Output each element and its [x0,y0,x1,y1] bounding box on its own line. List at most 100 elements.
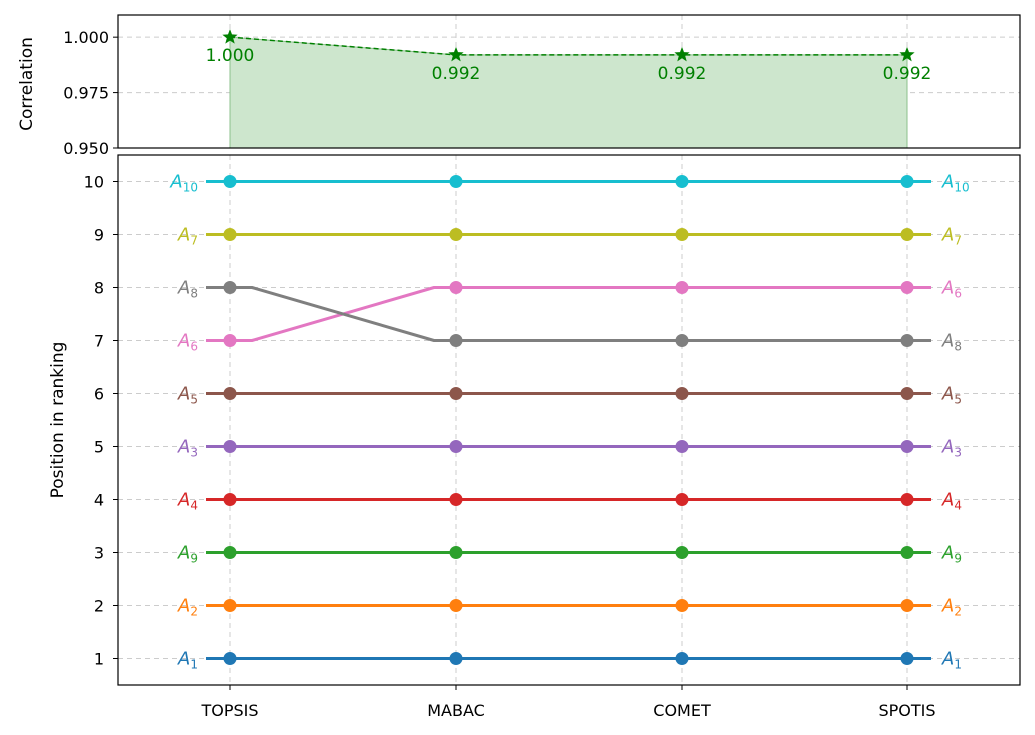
y-tick-label: 3 [94,544,104,563]
ranking-point [900,228,914,241]
ranking-point [675,599,689,612]
ranking-point [449,493,463,506]
x-tick-label: SPOTIS [878,701,935,720]
series-label-right: A9 [941,543,962,566]
ranking-point [449,440,463,453]
series-label-base: A [941,225,954,246]
ranking-point [675,175,689,188]
ranking-y-axis: 1 2 3 4 5 6 7 8 9 10 [84,173,118,669]
series-label-sub: 5 [954,393,962,407]
correlation-value-label: 0.992 [432,64,481,84]
ranking-point [223,546,237,559]
series-label-left: A4 [177,490,198,513]
ranking-point [449,546,463,559]
correlation-panel: 1.000 0.992 0.992 0.992 0.950 0.975 1.000 Cor… [17,14,1021,158]
ranking-point [900,652,914,665]
series-label-right: A8 [941,331,962,354]
correlation-value-label: 0.992 [658,64,707,84]
correlation-star-marker [899,46,915,62]
y-tick-label: 2 [94,597,104,616]
series-label-base: A [941,649,954,670]
series-label-left: A3 [177,437,198,460]
series-label-sub: 9 [190,552,198,566]
correlation-y-axis: 0.950 0.975 1.000 [63,28,118,158]
series-label-base: A [177,225,190,246]
series-label-base: A [941,490,954,511]
ranking-point [449,652,463,665]
ranking-point [223,281,237,294]
ranking-point [900,493,914,506]
y-tick-label: 1 [94,650,104,669]
ranking-point [223,334,237,347]
ranking-point [223,228,237,241]
series-label-right: A1 [941,649,962,672]
correlation-value-label: 0.992 [883,64,932,84]
x-tick-label: COMET [653,701,711,720]
ranking-point [900,387,914,400]
ranking-point [449,228,463,241]
series-label-base: A [941,331,954,352]
correlation-star-marker [222,29,238,44]
ranking-frame [117,154,1021,686]
correlation-marks: 1.000 0.992 0.992 0.992 [206,29,932,84]
series-label-base: A [177,649,190,670]
series-label-left: A1 [177,649,198,672]
series-label-sub: 6 [190,340,198,354]
series-label-left: A8 [177,278,198,301]
ranking-point [675,440,689,453]
y-tick-label: 8 [94,279,104,298]
series-label-base: A [177,384,190,405]
series-label-sub: 1 [954,658,962,672]
series-label-base: A [177,490,190,511]
ranking-point [900,175,914,188]
series-label-right: A7 [941,225,962,248]
ranking-y-axis-label: Position in ranking [48,342,68,499]
series-label-base: A [177,331,190,352]
ranking-lines [206,180,931,660]
correlation-star-marker [674,46,690,62]
ranking-point [449,387,463,400]
series-label-base: A [941,543,954,564]
x-tick-label: MABAC [427,701,485,720]
series-label-base: A [177,543,190,564]
ranking-point [675,281,689,294]
series-label-sub: 3 [190,446,198,460]
series-label-base: A [941,384,954,405]
ranking-point [223,599,237,612]
series-label-sub: 6 [954,287,962,301]
series-label-base: A [941,172,954,193]
series-label-sub: 2 [190,605,198,619]
ranking-point [675,228,689,241]
y-tick-label: 9 [94,226,104,245]
correlation-y-axis-label: Correlation [17,37,37,131]
series-label-sub: 8 [954,340,962,354]
ranking-point [449,599,463,612]
series-label-left: A10 [169,172,198,195]
series-label-left: A9 [177,543,198,566]
y-tick-label: 4 [94,491,104,510]
ranking-point [900,440,914,453]
series-label-sub: 2 [954,605,962,619]
series-label-right: A3 [941,437,962,460]
series-label-sub: 3 [954,446,962,460]
series-label-left: A6 [177,331,198,354]
correlation-star-marker [448,46,464,62]
series-label-base: A [941,437,954,458]
ranking-point [900,281,914,294]
series-label-sub: 7 [190,234,198,248]
ranking-x-axis: TOPSIS MABAC COMET SPOTIS [200,685,936,720]
ranking-series-line [206,286,931,342]
series-label-right: A10 [941,172,970,195]
series-label-right: A2 [941,596,962,619]
ranking-points [223,175,914,665]
series-label-sub: 4 [190,499,198,513]
correlation-frame [117,14,1021,149]
series-label-sub: 10 [183,181,198,195]
y-tick-label: 7 [94,332,104,351]
series-label-base: A [169,172,182,193]
ranking-point [449,281,463,294]
series-label-left: A5 [177,384,198,407]
ranking-point [675,334,689,347]
